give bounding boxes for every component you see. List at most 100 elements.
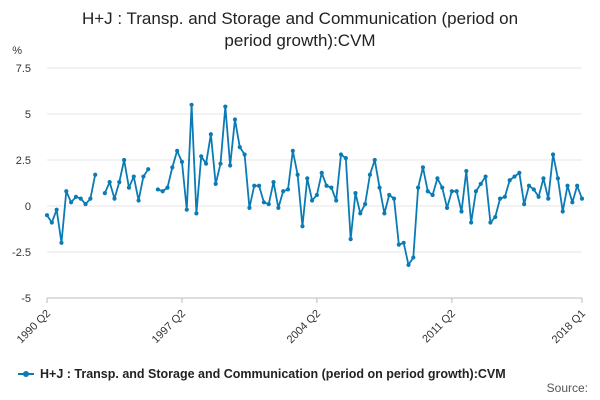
data-point[interactable] [319,170,324,175]
data-point[interactable] [155,187,160,192]
data-point[interactable] [425,189,430,194]
data-point[interactable] [131,174,136,179]
data-point[interactable] [396,242,401,247]
data-point[interactable] [517,170,522,175]
data-point[interactable] [473,189,479,194]
data-point[interactable] [242,152,247,157]
data-point[interactable] [464,168,469,174]
data-point[interactable] [126,185,132,190]
data-point[interactable] [449,189,454,194]
data-point[interactable] [160,189,165,194]
data-point[interactable] [141,174,146,179]
data-point[interactable] [430,192,435,198]
data-point[interactable] [300,224,305,229]
data-point[interactable] [290,148,295,153]
data-point[interactable] [522,202,527,207]
data-point[interactable] [377,185,382,190]
data-point[interactable] [541,176,546,181]
data-point[interactable] [372,157,377,163]
data-point[interactable] [420,165,426,170]
data-point[interactable] [49,220,54,225]
data-point[interactable] [203,161,209,166]
data-point[interactable] [343,156,348,161]
data-point[interactable] [232,117,238,122]
data-point[interactable] [531,187,536,192]
data-point[interactable] [387,192,392,198]
data-point[interactable] [146,167,151,172]
data-point[interactable] [305,176,310,181]
data-point[interactable] [247,205,252,210]
data-point[interactable] [459,209,464,214]
data-point[interactable] [444,205,450,210]
data-point[interactable] [512,174,517,179]
data-point[interactable] [329,185,334,190]
data-point[interactable] [435,176,440,181]
data-point[interactable] [78,196,83,201]
data-point[interactable] [555,176,561,181]
data-point[interactable] [382,211,387,216]
data-point[interactable] [44,213,50,218]
data-point[interactable] [416,185,421,190]
data-point[interactable] [391,196,397,201]
data-point[interactable] [73,194,79,199]
data-point[interactable] [546,196,551,201]
data-point[interactable] [271,179,276,185]
data-point[interactable] [285,187,291,192]
data-point[interactable] [565,183,570,188]
data-point[interactable] [367,172,373,177]
data-point[interactable] [102,191,107,196]
data-point[interactable] [261,200,266,205]
data-point[interactable] [136,198,141,203]
data-point[interactable] [64,189,69,194]
data-point[interactable] [550,152,556,157]
data-point[interactable] [184,207,189,212]
data-point[interactable] [117,179,122,185]
data-point[interactable] [228,163,233,168]
data-point[interactable] [59,240,64,245]
data-point[interactable] [88,196,93,201]
data-point[interactable] [252,183,257,188]
data-point[interactable] [401,240,406,245]
data-point[interactable] [358,211,363,216]
data-point[interactable] [295,172,300,177]
data-point[interactable] [497,196,503,201]
data-point[interactable] [208,132,213,137]
data-point[interactable] [218,161,223,166]
data-point[interactable] [560,209,565,214]
data-point[interactable] [69,200,74,205]
data-point[interactable] [179,159,185,164]
data-point[interactable] [338,152,344,157]
data-point[interactable] [256,183,262,188]
data-point[interactable] [107,179,112,185]
data-point[interactable] [507,178,512,183]
data-point[interactable] [575,183,580,188]
data-point[interactable] [469,220,474,225]
data-point[interactable] [411,255,416,260]
data-point[interactable] [199,154,204,159]
data-point[interactable] [112,196,117,201]
data-point[interactable] [165,185,170,190]
data-point[interactable] [406,262,411,267]
data-point[interactable] [440,185,445,190]
data-point[interactable] [93,172,98,177]
data-point[interactable] [281,189,286,194]
data-point[interactable] [502,194,507,199]
data-point[interactable] [454,189,459,194]
data-point[interactable] [175,148,180,153]
data-point[interactable] [122,157,127,163]
data-point[interactable] [237,145,242,150]
data-point[interactable] [348,237,353,242]
data-point[interactable] [488,220,493,225]
data-point[interactable] [83,202,88,207]
data-point[interactable] [353,191,358,196]
data-point[interactable] [324,183,329,188]
data-point[interactable] [54,207,59,212]
data-point[interactable] [579,196,585,201]
data-point[interactable] [493,214,498,220]
data-point[interactable] [309,198,315,203]
data-point[interactable] [194,211,199,216]
data-point[interactable] [478,181,483,187]
data-point[interactable] [334,198,339,203]
data-point[interactable] [570,200,575,205]
data-point[interactable] [363,202,368,207]
